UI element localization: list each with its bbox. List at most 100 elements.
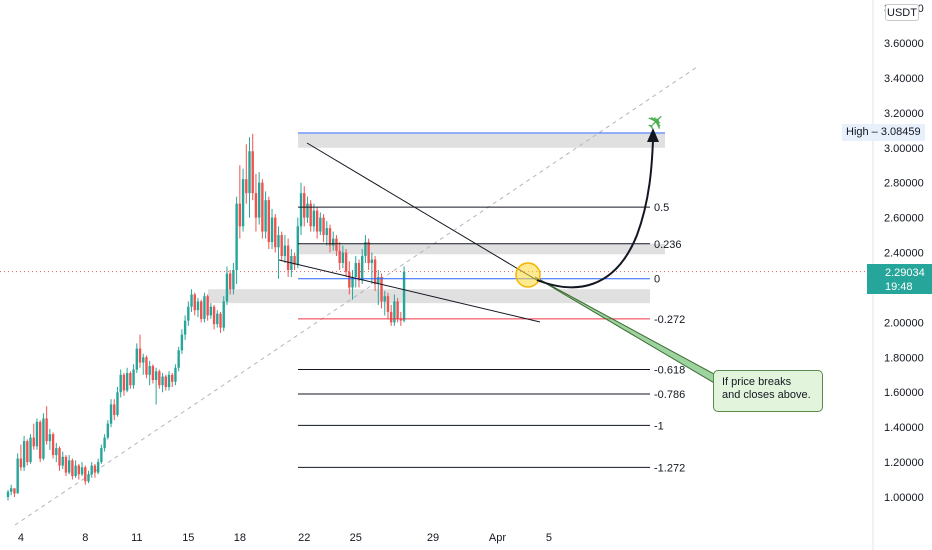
candle-body	[241, 179, 245, 227]
candle-body	[325, 228, 328, 236]
candle-body	[200, 301, 203, 319]
mid-zone	[298, 243, 665, 255]
candle-body	[148, 366, 151, 375]
candle-body	[113, 404, 116, 415]
candle-body	[370, 259, 374, 264]
candle-body	[286, 245, 290, 270]
candle-body	[328, 228, 332, 246]
date-tick-label: Apr	[489, 532, 506, 544]
wedge-upper-line	[306, 142, 541, 283]
candle-body	[151, 366, 155, 381]
candle-body	[158, 371, 161, 386]
price-tick-label: 1.60000	[884, 387, 924, 399]
candle-body	[10, 488, 13, 492]
candle-body	[145, 357, 148, 375]
price-tick-label: 1.20000	[884, 457, 924, 469]
arrow-head	[647, 128, 659, 142]
support-zone	[208, 289, 650, 304]
candle-body	[74, 465, 77, 477]
candle-body	[293, 256, 296, 265]
candle-body	[351, 276, 354, 288]
candle-body	[180, 334, 184, 351]
candle-body	[283, 245, 287, 257]
breakout-circle	[515, 262, 541, 288]
candle-body	[48, 434, 52, 442]
candle-body	[164, 376, 167, 387]
candle-body	[119, 374, 122, 393]
candle-body	[348, 271, 351, 288]
support-resistance-zones	[208, 133, 665, 304]
fib-level-label: -0.786	[654, 389, 685, 401]
candle-body	[280, 235, 283, 257]
candle-body	[13, 488, 16, 494]
candle-body	[109, 404, 113, 424]
fib-level-label: 0	[654, 274, 660, 286]
price-tick-label: 3.60000	[884, 38, 924, 50]
bar-countdown: 19:48	[885, 281, 913, 293]
candle-body	[16, 458, 19, 494]
candle-body	[257, 182, 261, 218]
breakout-note: If price breaks and closes above.	[713, 370, 823, 412]
candle-body	[161, 376, 164, 386]
candle-body	[206, 296, 209, 316]
current-price-label: 2.29034 19:48	[867, 264, 932, 294]
fib-level-label: -1	[654, 420, 664, 432]
fib-level-label: 0.236	[654, 239, 682, 251]
candle-body	[396, 301, 399, 319]
candle-body	[26, 441, 29, 463]
candle-body	[248, 151, 251, 194]
drawing-lines	[0, 66, 873, 526]
price-axis[interactable]: 3.800003.600003.400003.200003.000002.800…	[884, 3, 924, 504]
fib-level-label: 0.5	[654, 202, 669, 214]
candle-body	[129, 373, 132, 386]
candle-body	[167, 374, 171, 387]
date-tick-label: 18	[234, 532, 246, 544]
candle-body	[332, 238, 335, 246]
candle-body	[209, 306, 213, 316]
candle-body	[393, 301, 396, 323]
candle-body	[322, 217, 325, 236]
candle-body	[251, 151, 254, 194]
candle-body	[29, 437, 32, 463]
high-label: High	[846, 126, 869, 138]
candle-body	[203, 296, 206, 319]
candle-body	[45, 418, 48, 442]
candle-body	[190, 294, 193, 307]
candle-body	[341, 252, 345, 264]
candle-body	[373, 259, 377, 284]
candle-body	[171, 374, 174, 382]
candle-body	[380, 276, 383, 302]
candle-body	[67, 460, 71, 473]
candle-body	[32, 437, 35, 447]
candle-body	[122, 374, 126, 391]
candle-body	[183, 320, 187, 335]
candle-body	[135, 348, 138, 370]
date-tick-label: 5	[546, 532, 552, 544]
candle-body	[354, 263, 357, 277]
candle-body	[264, 200, 267, 232]
candle-body	[315, 210, 319, 232]
candle-body	[90, 465, 93, 475]
candle-body	[338, 250, 341, 264]
candle-body	[228, 273, 232, 290]
candle-body	[267, 200, 271, 243]
candle-body	[383, 296, 386, 302]
candle-body	[19, 458, 23, 468]
candle-body	[177, 350, 180, 368]
candle-body	[103, 437, 106, 449]
candle-body	[399, 318, 403, 321]
candle-body	[367, 242, 370, 264]
currency-unit-button[interactable]: USDT	[885, 4, 919, 21]
candle-body	[270, 217, 274, 243]
candlestick-series	[6, 133, 406, 501]
candle-body	[261, 182, 264, 232]
candle-body	[277, 235, 280, 248]
candle-body	[232, 270, 235, 290]
candle-body	[364, 242, 367, 257]
candle-body	[22, 441, 26, 468]
time-axis[interactable]: 4 8 11 15 18 22 25 29 Apr 5	[18, 532, 552, 544]
candle-body	[216, 313, 219, 325]
candle-body	[87, 474, 90, 482]
candle-body	[96, 462, 100, 473]
